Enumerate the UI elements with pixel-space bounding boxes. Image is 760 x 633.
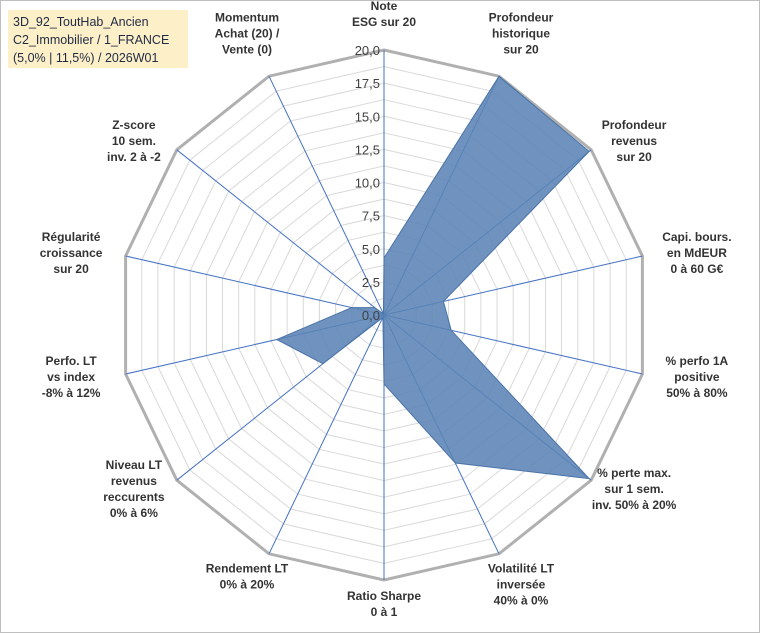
axis-spoke [176,149,385,316]
axis-label: Niveau LT revenus reccurents 0% à 6% [103,458,165,520]
tick-label: 12,5 [355,142,380,157]
chart-title-box: 3D_92_ToutHab_Ancien C2_Immobilier / 1_F… [8,10,188,68]
axis-spoke [268,75,385,316]
series-layer [275,75,591,480]
title-line-2: C2_Immobilier / 1_FRANCE [13,33,170,47]
tick-label: 10,0 [355,176,380,191]
axis-label: Profondeur revenus sur 20 [602,118,667,164]
axis-spoke [125,255,385,316]
axis-label-layer: Note ESG sur 20 Profondeur historique sur 20… [40,0,732,619]
axis-label: Volatilité LT inversée 40% à 0% [488,561,555,607]
axis-label: % perfo 1A positive 50% à 80% [666,354,729,400]
axis-label: Momentum Achat (20) / Vente (0) [215,11,280,57]
axis-label: Régularité croissance sur 20 [40,230,103,276]
axis-spoke [268,314,385,555]
tick-label: 17,5 [355,76,380,91]
series-area [275,75,591,480]
axis-label: Ratio Sharpe 0 à 1 [347,589,421,619]
axis-label: Note ESG sur 20 [352,0,416,29]
axis-label: Rendement LT 0% à 20% [206,561,289,591]
tick-layer: 0,0 2,5 5,0 7,5 10,0 12,5 15,0 17,5 20,0 [355,43,380,323]
axis-label: Capi. bours. en MdEUR 0 à 60 G€ [662,230,731,276]
tick-label: 2,5 [362,275,380,290]
title-line-1: 3D_92_ToutHab_Ancien [13,15,149,29]
tick-label: 0,0 [362,308,380,323]
axis-label: Perfo. LT vs index -8% à 12% [42,354,101,400]
tick-label: 15,0 [355,109,380,124]
axis-label: % perte max. sur 1 sem. inv. 50% à 20% [592,466,677,512]
title-line-3: (5,0% | 11,5%) / 2026W01 [13,51,159,65]
tick-label: 7,5 [362,209,380,224]
axis-label: Profondeur historique sur 20 [489,11,554,57]
tick-label: 20,0 [355,43,380,58]
tick-label: 5,0 [362,242,380,257]
axis-label: Z-score 10 sem. inv. 2 à -2 [107,118,161,164]
